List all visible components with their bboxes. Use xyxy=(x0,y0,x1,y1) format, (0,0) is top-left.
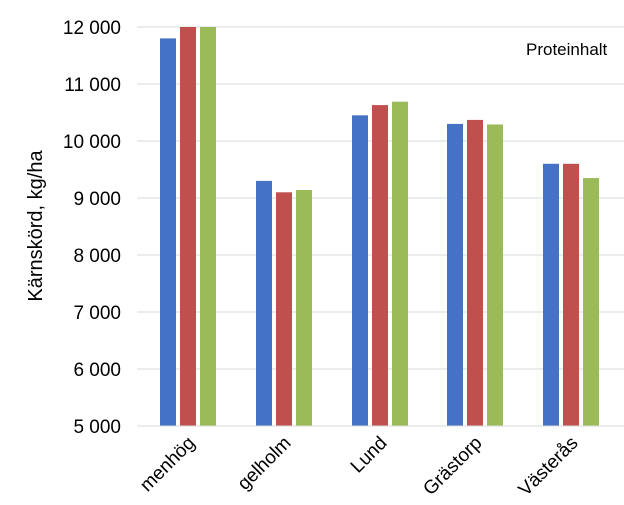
x-category-label: Västerås xyxy=(515,433,583,501)
x-category-label: gelholm xyxy=(234,433,296,495)
bars xyxy=(160,27,599,427)
category-labels: menhöggelholmLundGrästorpVästeråsin xyxy=(136,433,583,501)
y-tick-label: 8 000 xyxy=(73,246,121,267)
chart-annotation: Proteinhalt xyxy=(526,40,608,59)
y-tick-label: 11 000 xyxy=(64,75,121,96)
x-category-label: Lund xyxy=(347,433,392,478)
x-category-label: Grästorp xyxy=(419,433,486,500)
bar xyxy=(372,105,388,426)
y-tick-labels: 5 000 6 000 7 000 8 000 9 000 10 000 11 000 12 … xyxy=(63,18,121,438)
bar xyxy=(543,163,559,427)
y-tick-label: 7 000 xyxy=(73,303,121,324)
x-category-label: menhög xyxy=(136,433,199,496)
y-tick-label: 10 000 xyxy=(63,132,121,153)
bar xyxy=(563,163,579,427)
bar xyxy=(447,123,463,427)
bar xyxy=(296,190,312,426)
bar xyxy=(583,178,599,426)
y-tick-label: 9 000 xyxy=(73,189,121,210)
bar xyxy=(160,38,176,427)
bar xyxy=(392,101,408,427)
bar xyxy=(352,115,368,426)
y-tick-label: 12 000 xyxy=(63,18,121,39)
y-tick-label: 5 000 xyxy=(73,417,121,438)
y-tick-label: 6 000 xyxy=(73,360,121,381)
bar xyxy=(180,27,196,426)
bar xyxy=(256,180,272,426)
bar xyxy=(276,192,292,426)
bar xyxy=(487,124,503,426)
bar xyxy=(467,119,483,426)
y-axis-title: Kärnskörd, kg/ha xyxy=(25,150,47,302)
bar xyxy=(200,27,216,426)
